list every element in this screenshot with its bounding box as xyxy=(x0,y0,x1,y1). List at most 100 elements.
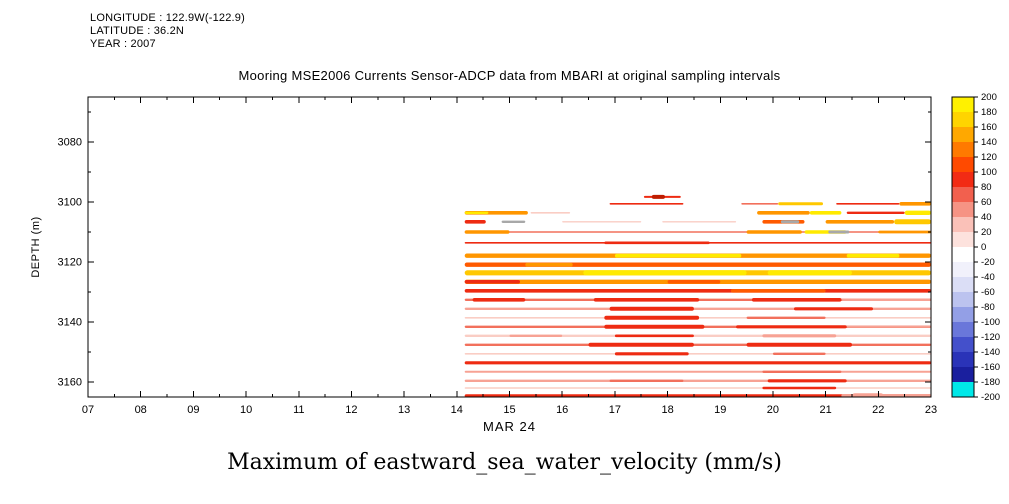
colorbar-label: -100 xyxy=(981,317,1000,328)
heatmap-stripe xyxy=(509,334,563,337)
heatmap-stripe xyxy=(846,211,905,214)
heatmap-stripe xyxy=(746,342,852,347)
colorbar-segment xyxy=(952,247,974,263)
colorbar-label: -200 xyxy=(981,392,1000,403)
colorbar-label: 140 xyxy=(981,137,997,148)
x-tick-label: 07 xyxy=(82,404,94,416)
heatmap-stripe xyxy=(746,230,802,234)
heatmap-stripe xyxy=(609,379,684,382)
x-tick-label: 16 xyxy=(556,404,568,416)
colorbar-label: 80 xyxy=(981,182,992,193)
heatmap-stripe xyxy=(604,315,700,320)
heatmap-stripe xyxy=(609,203,684,205)
colorbar-segment xyxy=(952,367,974,383)
year-label: YEAR : 2007 xyxy=(90,38,156,50)
colorbar-segment xyxy=(952,322,974,338)
x-tick-label: 21 xyxy=(819,404,831,416)
heatmap-stripe xyxy=(593,298,700,302)
colorbar-segment xyxy=(952,337,974,353)
colorbar-label: 120 xyxy=(981,152,997,163)
latitude-label: LATITUDE : 36.2N xyxy=(90,25,185,37)
heatmap-stripe xyxy=(530,212,571,214)
colorbar-segment xyxy=(952,307,974,323)
heatmap-stripe xyxy=(525,262,573,267)
heatmap-stripe xyxy=(899,202,931,206)
colorbar-label: 160 xyxy=(981,122,997,133)
heatmap-stripe xyxy=(588,342,694,347)
x-axis-ticks xyxy=(87,97,932,397)
x-tick-label: 08 xyxy=(135,404,147,416)
colorbar-label: 20 xyxy=(981,227,992,238)
heatmap-stripe xyxy=(904,210,931,215)
x-tick-label: 20 xyxy=(767,404,779,416)
colorbar-segment xyxy=(952,97,974,113)
colorbar-segment xyxy=(952,232,974,248)
colorbar-segment xyxy=(952,187,974,203)
heatmap-stripe xyxy=(751,298,842,302)
heatmap-stripe xyxy=(809,211,842,215)
colorbar-segment xyxy=(952,142,974,158)
heatmap-stripe xyxy=(736,325,847,329)
mooring-info: LONGITUDE : 122.9W(-122.9) LATITUDE : 36… xyxy=(90,12,245,51)
y-tick-label: 3160 xyxy=(58,377,82,389)
colorbar-label: 60 xyxy=(981,197,992,208)
colorbar-segment xyxy=(952,352,974,368)
heatmap-stripe xyxy=(825,220,895,224)
heatmap-stripe xyxy=(464,211,489,214)
colorbar-segment xyxy=(952,217,974,233)
heatmap-stripe xyxy=(778,202,823,206)
colorbar-segment xyxy=(952,127,974,143)
heatmap-stripe xyxy=(730,289,826,293)
heatmap-stripe xyxy=(464,379,931,382)
colorbar-label: -40 xyxy=(981,272,995,283)
colorbar: 200180160140120100806040200-20-40-60-80-… xyxy=(951,92,1000,403)
heatmap-stripe xyxy=(741,203,779,205)
heatmap-stripe xyxy=(828,230,850,234)
colorbar-segment xyxy=(952,202,974,218)
heatmap-stripe xyxy=(767,379,847,383)
heatmap-stripe xyxy=(464,230,510,234)
x-tick-label: 14 xyxy=(451,404,463,416)
heatmap-stripe xyxy=(757,211,810,215)
heatmap-stripe xyxy=(472,298,526,302)
heatmap-stripe xyxy=(464,220,486,224)
longitude-label: LONGITUDE : 122.9W(-122.9) xyxy=(90,12,245,24)
heatmap-stripe xyxy=(609,306,694,311)
heatmap-stripe xyxy=(762,334,837,338)
heatmap-stripe xyxy=(464,280,520,284)
colorbar-segment xyxy=(952,172,974,188)
colorbar-segment xyxy=(952,112,974,128)
colorbar-label: -80 xyxy=(981,302,995,313)
x-tick-label: 15 xyxy=(503,404,515,416)
colorbar-label: 40 xyxy=(981,212,992,223)
heatmap-stripe xyxy=(583,270,747,276)
heatmap-stripe xyxy=(614,334,694,338)
heatmap-stripe xyxy=(794,307,873,311)
plot-title: Mooring MSE2006 Currents Sensor-ADCP dat… xyxy=(238,68,781,83)
heatmap-stripe xyxy=(746,316,826,319)
heatmap-stripe xyxy=(667,280,721,284)
heatmap-stripe xyxy=(604,324,705,329)
heatmap-stripe xyxy=(464,231,931,233)
heatmap-stripe xyxy=(767,270,852,276)
heatmap-stripe xyxy=(836,203,900,205)
heatmap-stripe xyxy=(614,352,689,356)
colorbar-label: 100 xyxy=(981,167,997,178)
colorbar-segment xyxy=(952,262,974,278)
x-axis-tick-labels: 07 08 09 10 11 12 13 14 15 16 17 18 19 20 21 22 23 xyxy=(82,404,937,416)
heatmap-stripe xyxy=(762,370,842,373)
heatmap-stripe xyxy=(780,220,800,224)
y-axis-tick-labels: 3080 3100 3120 3140 3160 xyxy=(58,137,82,389)
heatmap-stripe xyxy=(464,361,931,365)
x-tick-label: 18 xyxy=(661,404,673,416)
heatmap-stripe xyxy=(501,220,526,223)
x-tick-label: 23 xyxy=(925,404,937,416)
heatmap-stripe xyxy=(464,394,931,397)
heatmap-stripe xyxy=(604,241,710,245)
colorbar-label: -120 xyxy=(981,332,1000,343)
colorbar-segment xyxy=(952,157,974,173)
colorbar-label: 200 xyxy=(981,92,997,103)
